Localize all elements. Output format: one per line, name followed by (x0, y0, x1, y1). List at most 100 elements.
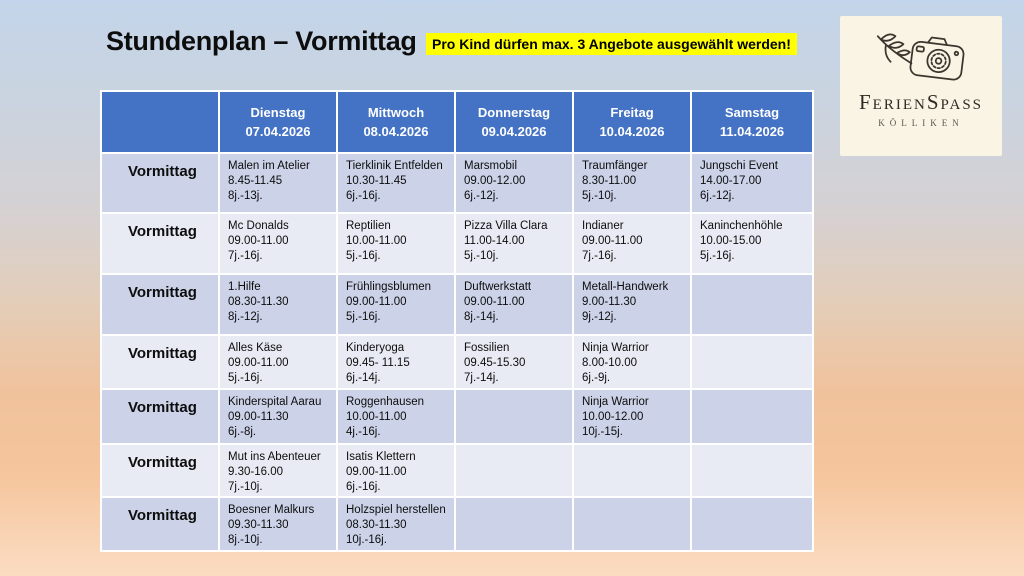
activity-name: Ninja Warrior (582, 396, 649, 408)
activity-age: 6j.-9j. (582, 372, 611, 384)
activity-cell (574, 498, 690, 550)
day-header: Mittwoch 08.04.2026 (338, 92, 454, 152)
activity-name: Roggenhausen (346, 396, 425, 408)
activity-time: 10.00-12.00 (582, 411, 644, 423)
activity-time: 08.30-11.30 (346, 519, 407, 531)
day-date: 08.04.2026 (363, 124, 429, 139)
activity-cell: Boesner Malkurs 09.30-11.30 8j.-10j. (220, 498, 336, 550)
schedule-table: Dienstag 07.04.2026 Mittwoch 08.04.2026 Donn… (100, 90, 814, 552)
activity-age: 10j.-15j. (582, 426, 623, 438)
activity-time: 14.00-17.00 (700, 175, 762, 187)
activity-name: Frühlingsblumen (346, 281, 432, 293)
day-date: 07.04.2026 (245, 124, 311, 139)
activity-time: 09.00-12.00 (464, 175, 526, 187)
activity-age: 6j.-16j. (346, 481, 381, 493)
activity-name: Duftwerkstatt (464, 281, 532, 293)
activity-time: 09.00-11.00 (228, 357, 289, 369)
activity-name: Boesner Malkurs (228, 504, 315, 516)
activity-cell: Duftwerkstatt 09.00-11.00 8j.-14j. (456, 275, 572, 334)
activity-cell (456, 498, 572, 550)
activity-time: 10.00-11.00 (346, 411, 407, 423)
activity-time: 8.30-11.00 (582, 175, 637, 187)
activity-cell: 1.Hilfe 08.30-11.30 8j.-12j. (220, 275, 336, 334)
activity-age: 5j.-16j. (700, 250, 735, 262)
activity-age: 6j.-12j. (700, 190, 735, 202)
activity-age: 5j.-10j. (582, 190, 617, 202)
activity-cell (692, 445, 812, 496)
activity-age: 6j.-12j. (464, 190, 499, 202)
activity-age: 7j.-16j. (582, 250, 617, 262)
activity-name: Pizza Villa Clara (464, 220, 548, 232)
activity-age: 6j.-16j. (346, 190, 381, 202)
activity-cell: Jungschi Event 14.00-17.00 6j.-12j. (692, 154, 812, 212)
table-corner (102, 92, 218, 152)
activity-cell (692, 498, 812, 550)
day-name: Dienstag (250, 104, 306, 120)
row-label: Vormittag (102, 275, 218, 334)
activity-name: Fossilien (464, 342, 510, 354)
activity-age: 5j.-10j. (464, 250, 499, 262)
activity-cell: Kaninchenhöhle 10.00-15.00 5j.-16j. (692, 214, 812, 273)
activity-age: 7j.-10j. (228, 481, 263, 493)
activity-cell: Kinderspital Aarau 09.00-11.30 6j.-8j. (220, 390, 336, 443)
row-label: Vormittag (102, 154, 218, 212)
day-date: 11.04.2026 (719, 124, 785, 139)
activity-cell: Pizza Villa Clara 11.00-14.00 5j.-10j. (456, 214, 572, 273)
activity-name: Metall-Handwerk (582, 281, 669, 293)
day-name: Mittwoch (367, 104, 425, 120)
activity-time: 09.45- 11.15 (346, 357, 410, 369)
logo: FerienSpass Kölliken (840, 16, 1002, 156)
activity-cell: Kinderyoga 09.45- 11.15 6j.-14j. (338, 336, 454, 388)
activity-time: 11.00-14.00 (464, 235, 525, 247)
activity-time: 09.00-11.30 (228, 411, 289, 423)
camera-icon (876, 33, 965, 81)
activity-name: Jungschi Event (700, 160, 778, 172)
activity-cell: Alles Käse 09.00-11.00 5j.-16j. (220, 336, 336, 388)
activity-age: 4j.-16j. (346, 426, 381, 438)
activity-time: 10.00-15.00 (700, 235, 762, 247)
activity-name: Ninja Warrior (582, 342, 649, 354)
day-header: Samstag 11.04.2026 (692, 92, 812, 152)
activity-cell: Traumfänger 8.30-11.00 5j.-10j. (574, 154, 690, 212)
activity-cell (692, 275, 812, 334)
activity-time: 09.45-15.30 (464, 357, 526, 369)
activity-cell (574, 445, 690, 496)
activity-time: 09.00-11.00 (464, 296, 525, 308)
activity-age: 10j.-16j. (346, 534, 387, 546)
page-title: Stundenplan – Vormittag (106, 26, 417, 56)
activity-name: Indianer (582, 220, 624, 232)
activity-name: Marsmobil (464, 160, 518, 172)
day-header: Freitag 10.04.2026 (574, 92, 690, 152)
day-header: Dienstag 07.04.2026 (220, 92, 336, 152)
activity-cell: Roggenhausen 10.00-11.00 4j.-16j. (338, 390, 454, 443)
activity-age: 8j.-10j. (228, 534, 263, 546)
activity-cell: Holzspiel herstellen 08.30-11.30 10j.-16j. (338, 498, 454, 550)
activity-time: 09.00-11.00 (228, 235, 289, 247)
activity-cell: Tierklinik Entfelden 10.30-11.45 6j.-16j. (338, 154, 454, 212)
activity-cell: Malen im Atelier 8.45-11.45 8j.-13j. (220, 154, 336, 212)
activity-age: 6j.-14j. (346, 372, 381, 384)
activity-cell (456, 390, 572, 443)
day-header: Donnerstag 09.04.2026 (456, 92, 572, 152)
activity-time: 09.00-11.00 (582, 235, 643, 247)
row-label: Vormittag (102, 214, 218, 273)
activity-name: 1.Hilfe (228, 281, 261, 293)
activity-cell: Metall-Handwerk 9.00-11.30 9j.-12j. (574, 275, 690, 334)
activity-cell: Indianer 09.00-11.00 7j.-16j. (574, 214, 690, 273)
activity-time: 8.00-10.00 (582, 357, 637, 369)
activity-age: 7j.-14j. (464, 372, 499, 384)
activity-cell (692, 336, 812, 388)
activity-name: Mut ins Abenteuer (228, 451, 321, 463)
activity-time: 09.30-11.30 (228, 519, 289, 531)
activity-name: Tierklinik Entfelden (346, 160, 443, 172)
activity-time: 09.00-11.00 (346, 466, 407, 478)
day-name: Freitag (610, 104, 654, 120)
activity-age: 8j.-14j. (464, 311, 499, 323)
activity-cell: Isatis Klettern 09.00-11.00 6j.-16j. (338, 445, 454, 496)
activity-time: 9.00-11.30 (582, 296, 637, 308)
activity-name: Traumfänger (582, 160, 648, 172)
activity-age: 6j.-8j. (228, 426, 257, 438)
activity-cell: Mut ins Abenteuer 9.30-16.00 7j.-10j. (220, 445, 336, 496)
activity-age: 9j.-12j. (582, 311, 617, 323)
